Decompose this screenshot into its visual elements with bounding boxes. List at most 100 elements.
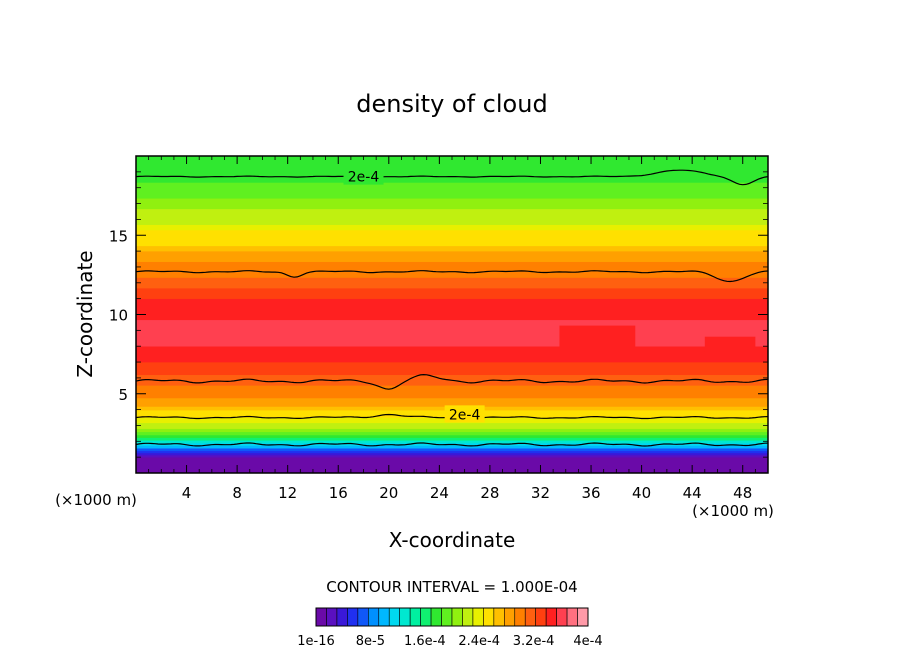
- field-band: [136, 182, 768, 188]
- colorbar-swatch: [378, 607, 390, 627]
- field-band: [136, 428, 768, 433]
- field-band: [136, 368, 768, 376]
- field-band: [136, 437, 768, 441]
- field-band: [136, 335, 768, 342]
- colorbar-swatch: [524, 607, 536, 627]
- colorbar-label: 8e-5: [356, 634, 385, 649]
- field-band: [136, 356, 768, 363]
- field-band: [136, 219, 768, 225]
- colorbar-swatch: [326, 607, 338, 627]
- field-band: [136, 447, 768, 452]
- colorbar-swatch: [451, 607, 463, 627]
- y-axis-label: Z-coordinate: [73, 250, 97, 377]
- field-band: [136, 401, 768, 407]
- field-band: [136, 261, 768, 268]
- colorbar-swatch: [368, 607, 380, 627]
- x-unit-right: (×1000 m): [692, 502, 774, 520]
- field-band: [136, 277, 768, 284]
- field-band: [136, 397, 768, 403]
- field-band: [136, 374, 768, 382]
- field-band: [136, 166, 768, 173]
- colorbar-label: 4e-4: [573, 634, 602, 649]
- field-band: [136, 330, 768, 336]
- colorbar-label: 2.4e-4: [458, 634, 500, 649]
- colorbar-swatch: [420, 607, 432, 627]
- contour-label-bg: [444, 405, 485, 423]
- x-axis-label: X-coordinate: [389, 528, 516, 552]
- field-band: [136, 324, 768, 331]
- x-tick-label: 32: [531, 484, 550, 502]
- field-band: [136, 380, 768, 386]
- colorbar-swatch: [336, 607, 348, 627]
- field-band: [136, 425, 768, 429]
- x-tick-label: 16: [329, 484, 348, 502]
- field-band: [136, 384, 768, 390]
- y-tick-label: 5: [118, 386, 128, 404]
- x-tick-label: 48: [733, 484, 752, 502]
- field-band: [136, 445, 768, 449]
- contour-label: 2e-4: [449, 407, 481, 423]
- contour-field: [136, 156, 768, 473]
- field-band: [136, 361, 768, 369]
- contour-interval-note: CONTOUR INTERVAL = 1.000E-04: [326, 578, 577, 596]
- colorbar-swatch: [357, 607, 369, 627]
- field-band: [136, 308, 768, 315]
- x-tick-label: 4: [182, 484, 192, 502]
- colorbar: [315, 607, 589, 627]
- x-tick-label: 28: [480, 484, 499, 502]
- colorbar-label: 1e-16: [297, 634, 335, 649]
- colorbar-swatch: [430, 607, 442, 627]
- colorbar-swatch: [462, 607, 474, 627]
- field-band: [136, 234, 768, 241]
- colorbar-swatch: [535, 607, 547, 627]
- colorbar-frame: [315, 607, 589, 627]
- colorbar-labels: 1e-16 8e-5 1.6e-4 2.4e-4 3.2e-4 4e-4: [297, 634, 602, 649]
- x-tick-label: 12: [278, 484, 297, 502]
- colorbar-swatch: [577, 607, 589, 627]
- field-band: [136, 314, 768, 321]
- field-band: [136, 197, 768, 204]
- field-band: [136, 434, 768, 438]
- field-band: [136, 393, 768, 399]
- colorbar-swatch: [514, 607, 526, 627]
- field-band: [136, 345, 768, 352]
- field-band: [136, 340, 768, 347]
- field-band: [136, 454, 768, 458]
- colorbar-swatch: [566, 607, 578, 627]
- colorbar-swatch: [545, 607, 557, 627]
- colorbar-swatch: [409, 607, 421, 627]
- field-band: [136, 160, 768, 167]
- field-band: [136, 450, 768, 454]
- field-core-patch: [559, 325, 636, 350]
- field-band: [136, 266, 768, 273]
- field-band: [136, 187, 768, 194]
- field-band: [136, 303, 768, 310]
- colorbar-swatch: [399, 607, 411, 627]
- field-band: [136, 208, 768, 215]
- field-band: [136, 287, 768, 294]
- contour-label-bg: [343, 167, 384, 185]
- colorbar-swatch: [388, 607, 400, 627]
- field-band: [136, 171, 768, 178]
- colorbar-swatch: [347, 607, 359, 627]
- colorbar-swatch: [483, 607, 495, 627]
- colorbar-swatch: [441, 607, 453, 627]
- field-band: [136, 245, 768, 252]
- y-axis: 5 10 15: [109, 171, 768, 458]
- x-unit-left: (×1000 m): [55, 491, 137, 509]
- contour-line: [136, 169, 768, 186]
- contour-label: 2e-4: [348, 170, 380, 186]
- contour-line: [136, 373, 768, 390]
- field-band: [136, 229, 768, 236]
- x-tick-label: 40: [632, 484, 651, 502]
- y-tick-label: 15: [109, 227, 128, 245]
- contour-labels: 2e-4 2e-4: [343, 167, 485, 423]
- field-band: [136, 282, 768, 289]
- field-band: [136, 456, 768, 463]
- x-tick-label: 24: [430, 484, 449, 502]
- field-band: [136, 298, 768, 305]
- colorbar-swatch: [315, 607, 327, 627]
- field-band: [136, 422, 768, 426]
- field-band: [136, 271, 768, 278]
